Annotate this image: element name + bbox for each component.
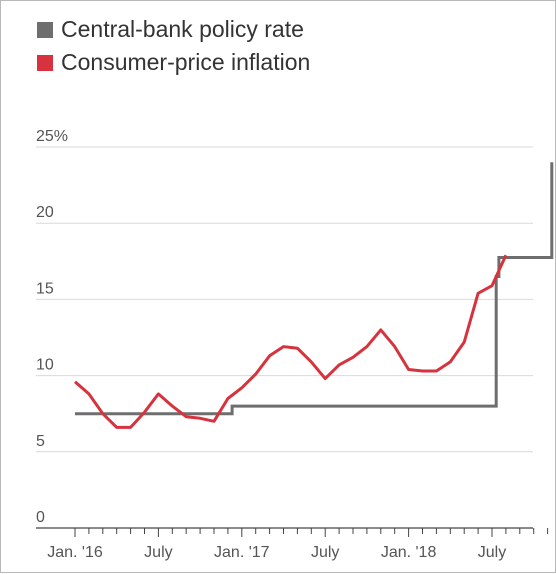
x-tick-label-1: July bbox=[144, 544, 172, 561]
legend-swatch-policy-rate bbox=[37, 21, 53, 38]
legend-label-policy-rate: Central-bank policy rate bbox=[61, 16, 304, 42]
y-tick-label-0: 0 bbox=[36, 509, 45, 526]
series-lines bbox=[74, 162, 554, 429]
legend-label-inflation: Consumer-price inflation bbox=[61, 49, 311, 75]
series-line-inflation bbox=[74, 254, 508, 429]
x-tick-label-5: July bbox=[478, 544, 506, 561]
x-tick-label-0: Jan. '16 bbox=[47, 544, 103, 561]
x-tick-label-3: July bbox=[311, 544, 339, 561]
legend-swatch-inflation bbox=[37, 54, 53, 71]
legend-item-policy-rate: Central-bank policy rate bbox=[37, 13, 310, 46]
y-tick-label-5: 5 bbox=[36, 433, 45, 450]
gridlines bbox=[36, 146, 533, 453]
x-tick-label-4: Jan. '18 bbox=[381, 544, 437, 561]
legend: Central-bank policy rate Consumer-price … bbox=[37, 13, 310, 79]
y-axis-tick-labels: 0 5 10 15 20 25% bbox=[36, 128, 68, 526]
x-axis: Jan. '16 July Jan. '17 July Jan. '18 July bbox=[36, 527, 549, 561]
legend-item-inflation: Consumer-price inflation bbox=[37, 46, 310, 79]
x-tick-label-2: Jan. '17 bbox=[214, 544, 270, 561]
y-tick-label-25: 25% bbox=[36, 128, 68, 145]
y-tick-label-10: 10 bbox=[36, 357, 54, 374]
y-tick-label-20: 20 bbox=[36, 204, 54, 221]
y-tick-label-15: 15 bbox=[36, 280, 54, 297]
